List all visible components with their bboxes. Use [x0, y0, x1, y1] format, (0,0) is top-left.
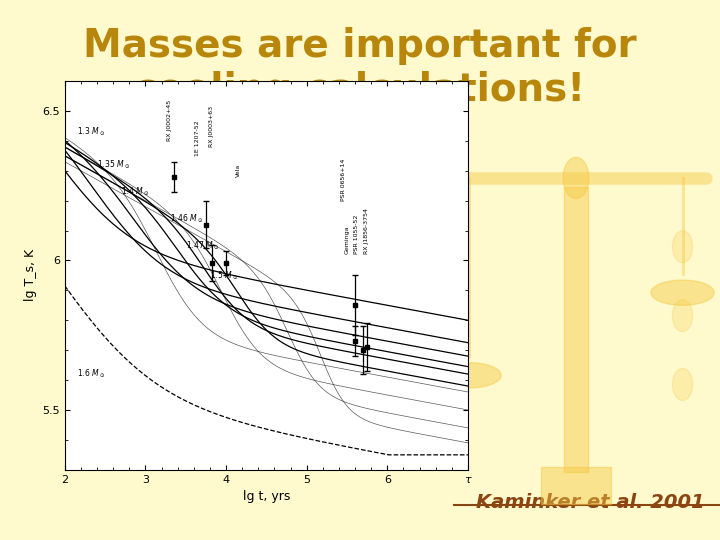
- Text: Kaminker et al. 2001: Kaminker et al. 2001: [476, 492, 705, 512]
- X-axis label: lg t, yrs: lg t, yrs: [243, 490, 290, 503]
- Text: Geminga: Geminga: [345, 226, 349, 254]
- Polygon shape: [541, 467, 611, 504]
- Text: Vela: Vela: [235, 164, 240, 177]
- Text: 1.46 $M_\odot$: 1.46 $M_\odot$: [170, 212, 202, 225]
- Text: 1.3 $M_\odot$: 1.3 $M_\odot$: [77, 126, 105, 138]
- Text: RX J1856-3754: RX J1856-3754: [364, 208, 369, 254]
- Ellipse shape: [438, 363, 501, 388]
- Text: 1E 1207-52: 1E 1207-52: [195, 120, 200, 156]
- Text: RX J0003+63: RX J0003+63: [209, 106, 214, 147]
- Text: PSR 1055-52: PSR 1055-52: [354, 215, 359, 254]
- Ellipse shape: [651, 280, 714, 305]
- Bar: [564, 187, 588, 472]
- Circle shape: [672, 231, 693, 263]
- Text: Masses are important for
cooling calculations!: Masses are important for cooling calcula…: [84, 27, 636, 109]
- Y-axis label: lg T_s, K: lg T_s, K: [24, 249, 37, 301]
- Text: 1.6 $M_\odot$: 1.6 $M_\odot$: [77, 368, 105, 380]
- Text: 1.4 $M_\odot$: 1.4 $M_\odot$: [121, 185, 150, 198]
- Circle shape: [672, 368, 693, 401]
- Circle shape: [563, 157, 589, 199]
- Text: 1.47 $M_\odot$: 1.47 $M_\odot$: [186, 239, 219, 252]
- Circle shape: [672, 300, 693, 332]
- Text: 1.5 $M_\odot$: 1.5 $M_\odot$: [210, 269, 238, 282]
- Text: RX J0002+45: RX J0002+45: [167, 100, 172, 141]
- Text: 1.35 $M_\odot$: 1.35 $M_\odot$: [97, 159, 130, 171]
- Text: PSR 0656+14: PSR 0656+14: [341, 158, 346, 201]
